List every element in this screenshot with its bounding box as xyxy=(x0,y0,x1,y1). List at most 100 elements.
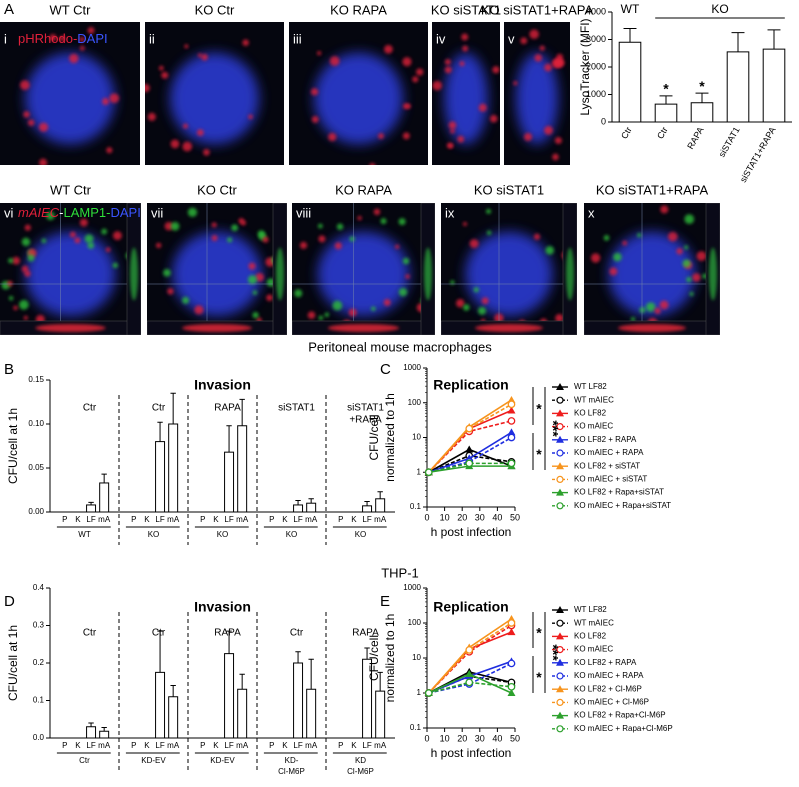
legend-label: KO mAIEC + Rapa+siSTAT xyxy=(574,501,671,510)
spot xyxy=(231,224,239,232)
nucleus xyxy=(608,231,696,317)
spot xyxy=(27,119,35,126)
spot xyxy=(552,153,559,161)
spot xyxy=(456,298,465,308)
x-tick-label: 20 xyxy=(457,512,467,522)
legend-marker xyxy=(556,435,564,443)
spot xyxy=(8,295,14,301)
micrograph xyxy=(292,203,435,335)
image-title: KO siSTAT1 xyxy=(474,182,544,197)
spot xyxy=(7,280,13,287)
spot xyxy=(448,121,457,130)
nucleus xyxy=(314,52,403,145)
spot xyxy=(492,66,500,74)
error-bar xyxy=(308,658,314,690)
significance: *** xyxy=(545,644,561,661)
micrograph-content xyxy=(504,22,570,165)
image-numeral: ii xyxy=(149,31,155,46)
spot xyxy=(630,317,636,322)
spot xyxy=(432,80,442,91)
spot xyxy=(590,253,601,263)
x-tick-label: 10 xyxy=(440,512,450,522)
spot xyxy=(348,308,357,317)
point xyxy=(465,459,474,468)
image-title: KO RAPA xyxy=(335,182,392,197)
spot xyxy=(545,245,555,255)
group-label: Ctr xyxy=(290,628,304,639)
stain-part: - xyxy=(59,205,63,220)
y-tick-label: 0.1 xyxy=(410,723,422,732)
strip-signal xyxy=(475,324,543,332)
x-tick-label: 30 xyxy=(475,733,485,743)
spot xyxy=(101,228,108,235)
spot xyxy=(170,139,180,149)
spot xyxy=(46,211,55,221)
legend-marker xyxy=(556,658,564,666)
legend-marker xyxy=(556,711,564,719)
spot xyxy=(164,221,174,231)
image-title: KO RAPA xyxy=(330,2,387,17)
y-tick-label: 1000 xyxy=(403,363,421,372)
significance: * xyxy=(536,446,542,462)
spot xyxy=(539,45,545,51)
spot xyxy=(23,315,28,321)
y-axis-label: CFU/cell at 1h xyxy=(6,408,20,484)
x-tick-label: 20 xyxy=(457,733,467,743)
spot xyxy=(74,237,81,244)
point xyxy=(507,400,516,409)
spot xyxy=(24,270,31,277)
legend-label: KO LF82 + RAPA xyxy=(574,658,637,667)
significance: * xyxy=(699,78,705,94)
spot xyxy=(79,36,85,43)
point xyxy=(465,678,474,687)
spot xyxy=(324,312,330,317)
line xyxy=(428,462,512,474)
legend-label: WT LF82 xyxy=(574,605,607,614)
x-tick-label: K xyxy=(213,515,219,524)
spot xyxy=(613,252,622,262)
bar xyxy=(224,451,235,513)
bar xyxy=(168,696,179,739)
panel-label: B xyxy=(4,361,14,378)
spot xyxy=(544,125,553,135)
group-label: siSTAT1 xyxy=(278,403,315,414)
nucleus xyxy=(170,52,259,145)
y-tick-label: 100 xyxy=(408,398,422,407)
spot xyxy=(463,222,468,227)
point xyxy=(507,682,516,691)
legend-marker xyxy=(556,449,564,457)
micrograph-content xyxy=(584,203,720,335)
spot xyxy=(489,114,498,123)
y-tick-label: 1000 xyxy=(586,89,606,99)
spot xyxy=(170,221,180,231)
legend-marker xyxy=(556,632,564,640)
x-tick-label: LF xyxy=(362,741,371,750)
spot xyxy=(473,287,479,293)
spot xyxy=(161,71,169,79)
bar xyxy=(618,41,642,123)
legend-marker xyxy=(556,698,564,707)
error-bar xyxy=(101,473,107,483)
x-tick-label: Ctr xyxy=(655,125,670,140)
spot xyxy=(603,235,610,241)
nucleus xyxy=(317,231,410,317)
x-tick-label: Ctr xyxy=(619,125,634,140)
bar xyxy=(224,653,235,739)
spot xyxy=(181,296,190,304)
micrograph xyxy=(432,22,500,165)
image-title: KO Ctr xyxy=(197,182,237,197)
strip-signal xyxy=(424,247,432,301)
x-tick-label: K xyxy=(213,741,219,750)
spot xyxy=(248,114,253,120)
x-tick-label: 50 xyxy=(510,733,520,743)
spot xyxy=(486,208,492,214)
spot xyxy=(398,287,408,297)
spot xyxy=(317,223,323,229)
y-tick-label: 0.1 xyxy=(410,502,422,511)
spot xyxy=(307,311,316,320)
bar xyxy=(99,730,110,739)
spot xyxy=(461,33,469,41)
bar xyxy=(362,505,373,513)
micrograph xyxy=(147,203,287,335)
stain-part: - xyxy=(73,31,77,46)
